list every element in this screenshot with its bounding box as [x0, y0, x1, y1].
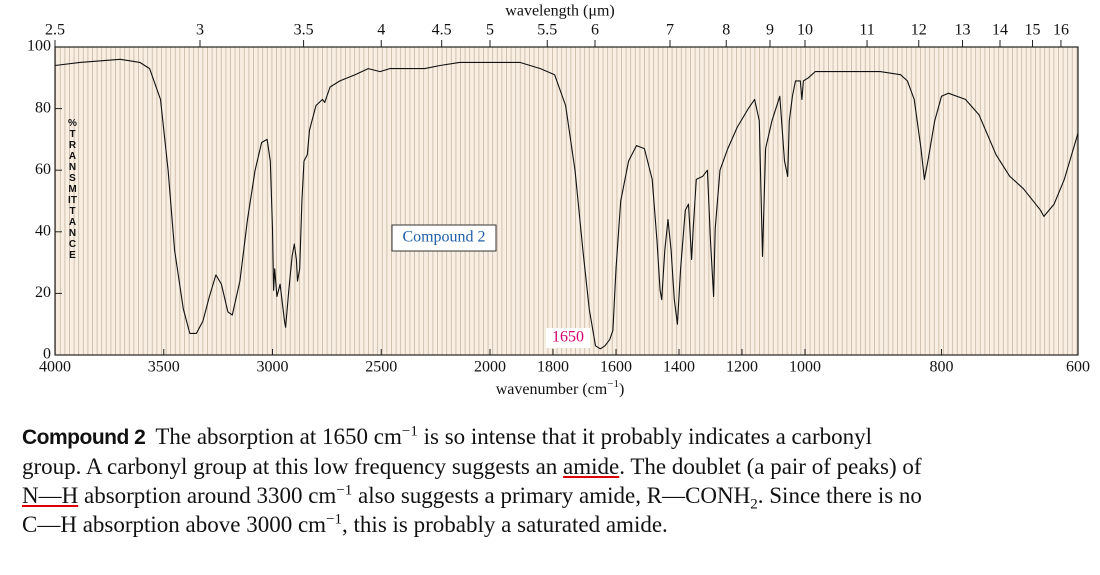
- x-tick-label: 1200: [726, 359, 758, 376]
- caption-label: Compound 2: [22, 426, 146, 449]
- x2-tick-label: 14: [992, 22, 1008, 39]
- x2-tick-label: 2.5: [45, 22, 65, 39]
- y-axis-title: %TRANSMITTANCE: [68, 118, 77, 261]
- chart: wavelength (μm) wavenumber (cm−1) 0 20 40 6…: [27, 3, 1090, 398]
- x2-tick-label: 13: [955, 22, 971, 39]
- caption-text: , this is probably a saturated amide.: [342, 512, 668, 537]
- x2-tick-label: 12: [911, 22, 927, 39]
- x-tick-label: 800: [930, 359, 954, 376]
- annotation: 1650: [552, 329, 584, 346]
- caption-text: . The doublet (a pair of peaks) of: [619, 454, 922, 479]
- caption-text: −1: [401, 423, 418, 440]
- x2-tick-label: 16: [1053, 22, 1069, 39]
- x-tick-label: 3500: [148, 359, 180, 376]
- x-tick-label: 2500: [365, 359, 397, 376]
- caption-text: . Since there is no C—H absorption above…: [22, 483, 922, 537]
- x-axis-title-part: wavenumber (cm: [496, 381, 608, 398]
- x2-tick-label: 4.5: [432, 22, 452, 39]
- x-axis-title-part: ): [619, 381, 624, 398]
- x2-tick-label: 6: [591, 22, 599, 39]
- plot-area: [54, 46, 1079, 356]
- caption-text: The absorption at 1650 cm: [155, 424, 402, 449]
- x-tick-label: 1800: [537, 359, 569, 376]
- x2-tick-label: 8: [722, 22, 730, 39]
- x-tick-label: 1000: [789, 359, 821, 376]
- x2-tick-label: 4: [377, 22, 385, 39]
- x-tick-label: 1600: [600, 359, 632, 376]
- caption: Compound 2 The absorption at 1650 cm−1 is…: [22, 422, 922, 539]
- y-tick-label: 0: [43, 346, 51, 363]
- spectrum-line: [54, 58, 1079, 350]
- x2-tick-label: 3.5: [294, 22, 314, 39]
- x-tick-label: 2000: [474, 359, 506, 376]
- x2-axis-title: wavelength (μm): [505, 3, 614, 20]
- caption-text: −1: [326, 511, 343, 528]
- x2-tick-label: 11: [859, 22, 874, 39]
- y-tick-label: 60: [35, 161, 51, 178]
- y-tick-label: 80: [35, 99, 51, 116]
- x-axis-title-sup: −1: [607, 378, 619, 390]
- x-tick-label: 600: [1066, 359, 1090, 376]
- y-tick-label: 20: [35, 284, 51, 301]
- x2-tick-label: 5.5: [537, 22, 557, 39]
- caption-text: N—H: [22, 483, 79, 508]
- annotation-box: [546, 328, 590, 348]
- x2-tick-label: 15: [1025, 22, 1041, 39]
- x2-tick-label: 7: [666, 22, 674, 39]
- x-tick-label: 1400: [663, 359, 695, 376]
- x-axis-title: wavenumber (cm−1): [496, 378, 625, 398]
- caption-text: amide: [563, 454, 620, 479]
- caption-text: 2: [750, 496, 758, 513]
- x2-tick-label: 10: [797, 22, 813, 39]
- x2-tick-label: 9: [766, 22, 774, 39]
- caption-text: also suggests a primary amide, R—CONH: [352, 483, 751, 508]
- x2-tick-label: 3: [196, 22, 204, 39]
- annotation-box: [391, 224, 497, 252]
- y-tick-label: 40: [35, 222, 51, 239]
- caption-text: −1: [336, 482, 353, 499]
- y-tick-label: 100: [27, 38, 51, 55]
- annotation: Compound 2: [402, 229, 485, 246]
- x2-tick-label: 5: [486, 22, 494, 39]
- caption-text: is so intense that it probably indicates…: [22, 424, 872, 479]
- x-tick-label: 3000: [257, 359, 289, 376]
- caption-text: absorption around 3300 cm: [78, 483, 337, 508]
- x-tick-label: 4000: [39, 359, 71, 376]
